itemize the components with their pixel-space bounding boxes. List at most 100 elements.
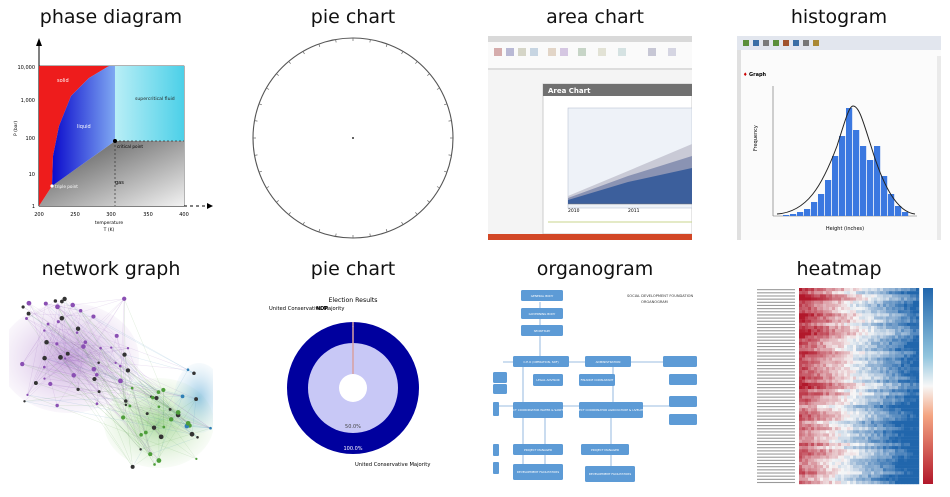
heatmap-cell: [802, 306, 806, 311]
heatmap-cell: [826, 367, 830, 371]
label-liquid: liquid: [77, 124, 91, 130]
heatmap-cell: [802, 477, 806, 482]
heatmap-cell: [913, 341, 917, 346]
heatmap-cell: [808, 341, 812, 346]
heatmap-cell: [823, 294, 827, 298]
histogram-bar: [811, 202, 818, 216]
heatmap-cell: [874, 316, 878, 320]
heatmap-cell: [802, 363, 806, 368]
heatmap-row-label: [757, 320, 795, 322]
heatmap-cell: [904, 401, 908, 406]
heatmap-cell: [898, 325, 902, 330]
heatmap-cell: [901, 449, 905, 453]
heatmap-cell: [802, 379, 806, 384]
heatmap-cell: [832, 436, 836, 440]
heatmap-row-label: [757, 481, 795, 484]
heatmap-cell: [838, 442, 842, 447]
heatmap-cell: [799, 414, 803, 418]
heatmap-cell: [841, 291, 845, 295]
heatmap-cell: [811, 442, 815, 447]
heatmap-row-label: [757, 472, 795, 474]
heatmap-cell: [871, 392, 875, 396]
heatmap-cell: [895, 465, 899, 469]
heatmap-cell: [859, 474, 863, 478]
heatmap-cell: [823, 392, 827, 396]
pie-tick: [415, 212, 418, 215]
heatmap-cell: [853, 420, 857, 425]
heatmap-cell: [895, 303, 899, 308]
heatmap-cell: [856, 386, 860, 390]
heatmap-cell: [883, 341, 887, 346]
heatmap-cell: [910, 442, 914, 447]
heatmap-cell: [916, 319, 920, 323]
network-node: [186, 368, 190, 371]
heatmap-cell: [871, 322, 875, 327]
heatmap-cell: [901, 420, 905, 425]
heatmap-cell: [850, 439, 854, 444]
heatmap-cell: [898, 376, 902, 380]
heatmap-cell: [910, 468, 914, 472]
heatmap-cell: [811, 471, 815, 475]
heatmap-cell: [910, 414, 914, 418]
heatmap-cell: [862, 420, 866, 425]
heatmap-cell: [898, 417, 902, 421]
network-node: [91, 366, 97, 372]
heatmap-cell: [802, 449, 806, 453]
heatmap-cell: [910, 411, 914, 415]
heatmap-cell: [907, 322, 911, 327]
heatmap-cell: [895, 461, 899, 466]
heatmap-cell: [826, 398, 830, 403]
heatmap-cell: [874, 313, 878, 317]
heatmap-cell: [847, 316, 851, 320]
heatmap-cell: [811, 465, 815, 469]
heatmap-cell: [862, 370, 866, 374]
heatmap-row-label: [757, 444, 795, 446]
heatmap-cell: [826, 420, 830, 425]
heatmap-cell: [802, 376, 806, 380]
heatmap-row-label: [757, 371, 795, 373]
heatmap-cell: [823, 341, 827, 346]
heatmap-cell: [805, 332, 809, 336]
heatmap-cell: [808, 382, 812, 387]
heatmap-cell: [877, 452, 881, 456]
heatmap-cell: [841, 442, 845, 447]
heatmap-cell: [898, 411, 902, 415]
heatmap-cell: [901, 310, 905, 314]
heatmap-cell: [817, 433, 821, 437]
heatmap-cell: [913, 442, 917, 447]
heatmap-cell: [844, 325, 848, 330]
heatmap-cell: [817, 408, 821, 412]
heatmap-cell: [871, 414, 875, 418]
heatmap-cell: [859, 373, 863, 377]
heatmap-cell: [898, 294, 902, 298]
heatmap-cell: [823, 446, 827, 450]
heatmap-cell: [844, 439, 848, 444]
heatmap-cell: [832, 433, 836, 437]
heatmap-cell: [898, 442, 902, 447]
heatmap-cell: [865, 436, 869, 440]
network-node: [158, 434, 164, 440]
heatmap-cell: [916, 382, 920, 387]
heatmap-cell: [883, 351, 887, 355]
heatmap-cell: [904, 398, 908, 403]
heatmap-cell: [844, 335, 848, 339]
heatmap-cell: [847, 452, 851, 456]
heatmap-cell: [799, 344, 803, 349]
heatmap-cell: [862, 465, 866, 469]
heatmap-cell: [832, 414, 836, 418]
heatmap-cell: [904, 471, 908, 475]
heatmap-cell: [823, 401, 827, 406]
heatmap-cell: [907, 439, 911, 444]
network-node: [26, 300, 32, 306]
heatmap-cell: [832, 373, 836, 377]
heatmap-cell: [886, 382, 890, 387]
heatmap-cell: [844, 452, 848, 456]
heatmap-cell: [898, 465, 902, 469]
heatmap-cell: [853, 297, 857, 301]
heatmap-cell: [868, 414, 872, 418]
heatmap-cell: [886, 471, 890, 475]
heatmap-cell: [880, 386, 884, 390]
heatmap-cell: [907, 427, 911, 431]
heatmap-cell: [904, 325, 908, 330]
heatmap-cell: [865, 392, 869, 396]
